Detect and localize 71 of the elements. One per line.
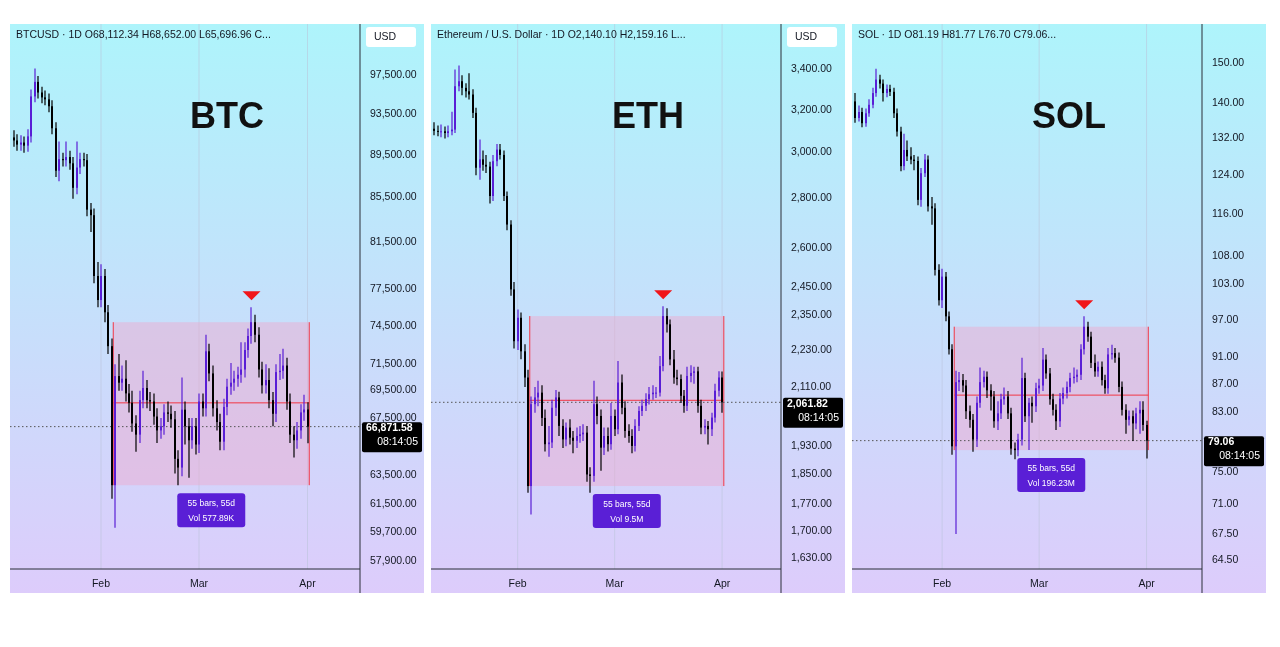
annotation: Vol 577.89K	[188, 513, 235, 524]
y-tick-label: 71,500.00	[370, 357, 417, 370]
x-tick-label: Mar	[1030, 576, 1049, 589]
y-tick-label: 1,850.00	[791, 467, 833, 480]
text: BTCUSD · 1D O68,112.34 H68,652.00 L65,696.96 C...	[16, 28, 271, 40]
y-tick-label: 3,200.00	[791, 102, 833, 115]
x-tick-label: Feb	[508, 576, 527, 589]
y-tick-label: 150.00	[1212, 55, 1245, 68]
y-tick-label: 1,700.00	[791, 523, 833, 536]
y-tick-label: 108.00	[1212, 249, 1245, 262]
annotation: 55 bars, 55d	[187, 498, 236, 509]
y-axis-title: USD	[374, 29, 397, 42]
y-tick-label: 1,770.00	[791, 496, 833, 509]
y-tick-label: 83.00	[1212, 404, 1239, 417]
annotation: Vol 196.23M	[1027, 478, 1075, 489]
y-tick-label: 61,500.00	[370, 497, 417, 510]
x-tick-label: Mar	[605, 576, 625, 589]
y-tick-label: 85,500.00	[370, 190, 417, 203]
y-tick-label: 75.00	[1212, 464, 1239, 477]
y-tick-label: 74,500.00	[370, 318, 417, 331]
annotation: Vol 9.5M	[610, 514, 644, 525]
x-tick-label: Apr	[713, 576, 731, 589]
y-tick-label: 67.50	[1212, 526, 1239, 539]
annotation: ETH	[612, 95, 684, 136]
y-tick-label: 3,000.00	[791, 145, 833, 158]
y-tick-label: 1,930.00	[791, 439, 833, 452]
y-tick-label: 2,350.00	[791, 308, 833, 321]
annotation: 55 bars, 55d	[1027, 463, 1076, 474]
y-tick-label: 103.00	[1212, 277, 1245, 290]
annotation: SOL	[1031, 95, 1107, 136]
annotation: BTC	[190, 95, 264, 136]
text: SOL · 1D O81.19 H81.77 L76.70 C79.06...	[858, 28, 1057, 40]
y-tick-label: 97,500.00	[370, 67, 417, 80]
y-tick-label: 77,500.00	[370, 281, 417, 294]
y-tick-label: 2,450.00	[791, 280, 833, 293]
y-axis-title: USD	[795, 29, 818, 42]
y-tick-label: 57,900.00	[370, 553, 417, 566]
y-tick-label: 91.00	[1212, 350, 1239, 363]
y-tick-label: 140.00	[1212, 96, 1245, 109]
y-tick-label: 69,500.00	[370, 383, 417, 396]
y-tick-label: 124.00	[1212, 167, 1245, 180]
y-tick-label: 63,500.00	[370, 467, 417, 480]
y-tick-label: 64.50	[1212, 553, 1239, 566]
y-tick-label: 2,230.00	[791, 342, 833, 355]
y-tick-label: 116.00	[1212, 207, 1244, 220]
y-tick-label: 89,500.00	[370, 147, 417, 160]
y-tick-label: 132.00	[1212, 131, 1245, 144]
y-tick-label: 81,500.00	[370, 235, 417, 248]
x-tick-label: Apr	[299, 576, 317, 589]
text: 08:14:05	[798, 411, 840, 424]
x-tick-label: Apr	[1138, 576, 1156, 589]
y-tick-label: 2,800.00	[791, 191, 833, 204]
y-tick-label: 59,700.00	[370, 525, 417, 538]
annotation: 55 bars, 55d	[603, 499, 651, 510]
y-tick-label: 87.00	[1212, 376, 1239, 389]
text: Ethereum / U.S. Dollar · 1D O2,140.10 H2,159.16 L...	[437, 28, 686, 40]
y-tick-label: 67,500.00	[370, 410, 417, 423]
y-tick-label: 71.00	[1212, 496, 1239, 509]
y-tick-label: 3,400.00	[791, 62, 833, 75]
text: 08:14:05	[1219, 449, 1261, 462]
y-tick-label: 93,500.00	[370, 106, 417, 119]
y-tick-label: 97.00	[1212, 312, 1239, 325]
x-tick-label: Feb	[91, 576, 111, 589]
text: 08:14:05	[377, 435, 419, 448]
y-tick-label: 2,600.00	[791, 240, 833, 253]
ref-line-label: 2,061.82	[787, 396, 829, 409]
x-tick-label: Feb	[933, 576, 952, 589]
x-tick-label: Mar	[189, 576, 209, 589]
y-tick-label: 2,110.00	[791, 379, 832, 392]
ref-line-label: 79.06	[1208, 434, 1235, 447]
y-tick-label: 1,630.00	[791, 551, 833, 564]
